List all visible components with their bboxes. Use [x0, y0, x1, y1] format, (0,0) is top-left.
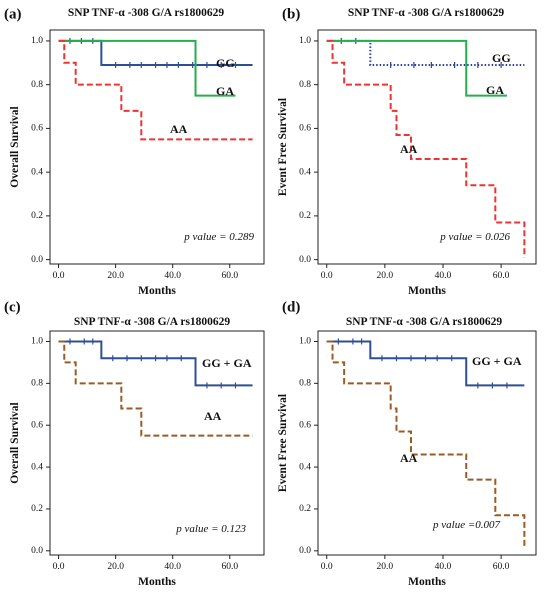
x-tick-label: 40.0: [164, 271, 181, 281]
y-tick-label: 0.0: [299, 255, 311, 265]
series-label: GG: [492, 51, 511, 65]
y-tick-label: 0.6: [31, 124, 43, 134]
plot-frame: [317, 29, 537, 265]
panel-c: (c) SNP TNF-α -308 G/A rs1800629 0.0 0.2 0.4…: [4, 299, 265, 588]
panel-a: (a) SNP TNF-α -308 G/A rs1800629 0.0 0.2 0.4…: [4, 6, 265, 297]
y-tick-label: 0.0: [31, 255, 43, 265]
x-tick-label: 20.0: [377, 271, 394, 281]
x-tick-label: 60.0: [493, 271, 510, 281]
panel-d: (d) SNP TNF-α -308 G/A rs1800629 0.0 0.2 0.4…: [277, 299, 537, 588]
y-tick-label: 0.4: [31, 462, 43, 472]
y-tick-label: 1.0: [299, 36, 311, 46]
y-tick-label: 0.8: [299, 379, 311, 389]
series-label: GG: [216, 56, 235, 70]
series-label: AA: [170, 122, 188, 136]
p-value-annotation: p value =0.007: [432, 519, 500, 531]
panel-b: (b) SNP TNF-α -308 G/A rs1800629 0.0 0.2 0.4…: [277, 6, 537, 297]
series-label: GG + GA: [202, 356, 252, 370]
x-tick-label: 0.0: [321, 271, 333, 281]
y-tick-label: 0.8: [299, 80, 311, 90]
series-label: AA: [400, 142, 418, 156]
plot-frame: [49, 330, 265, 556]
x-tick-label: 0.0: [53, 562, 65, 572]
panel-label: (b): [282, 6, 300, 22]
series-label: AA: [400, 451, 418, 465]
series-label: GA: [216, 84, 234, 98]
y-axis-label: Event Free Survival: [277, 394, 289, 492]
x-axis-label: Months: [138, 285, 176, 297]
y-tick-label: 0.6: [299, 420, 311, 430]
y-tick-label: 0.8: [31, 379, 43, 389]
x-tick-label: 40.0: [435, 562, 452, 572]
panel-label: (a): [4, 6, 22, 22]
series-line-aa: [326, 340, 526, 549]
series-line-ggga: [326, 340, 525, 387]
series-line-aa: [58, 39, 253, 141]
x-axis-label: Months: [138, 576, 176, 588]
series-line-ga: [326, 39, 507, 97]
y-tick-label: 1.0: [31, 36, 43, 46]
y-tick-label: 1.0: [299, 337, 311, 347]
y-axis-label: Event Free Survival: [277, 98, 289, 196]
y-tick-label: 0.6: [31, 420, 43, 430]
x-tick-label: 0.0: [53, 271, 65, 281]
panel-label: (c): [4, 299, 21, 315]
series-label: AA: [204, 409, 222, 423]
p-value-annotation: p value = 0.289: [183, 231, 254, 243]
y-tick-label: 0.4: [299, 462, 311, 472]
x-tick-label: 40.0: [435, 271, 452, 281]
series-line-aa: [326, 39, 526, 258]
chart-title: SNP TNF-α -308 G/A rs1800629: [348, 7, 505, 19]
series-line-ga: [58, 39, 236, 97]
series-line-ggga: [58, 340, 253, 387]
series-label: GG + GA: [472, 354, 522, 368]
series-line-aa: [58, 340, 253, 437]
y-axis-label: Overall Survival: [9, 106, 21, 187]
x-tick-label: 60.0: [221, 562, 238, 572]
y-tick-label: 0.2: [31, 504, 43, 514]
series-label: GA: [486, 83, 504, 97]
plot-frame: [317, 330, 537, 556]
panel-label: (d): [282, 299, 300, 315]
x-axis-label: Months: [408, 576, 446, 588]
x-tick-label: 20.0: [107, 271, 124, 281]
y-tick-label: 0.4: [31, 167, 43, 177]
chart-title: SNP TNF-α -308 G/A rs1800629: [346, 316, 503, 328]
y-tick-label: 0.6: [299, 124, 311, 134]
y-tick-label: 0.2: [31, 211, 43, 221]
p-value-annotation: p value = 0.123: [175, 523, 246, 535]
y-tick-label: 0.8: [31, 80, 43, 90]
y-axis-label: Overall Survival: [9, 402, 21, 483]
chart-title: SNP TNF-α -308 G/A rs1800629: [74, 316, 231, 328]
x-tick-label: 20.0: [377, 562, 394, 572]
y-tick-label: 0.4: [299, 167, 311, 177]
x-axis-label: Months: [408, 285, 446, 297]
x-tick-label: 0.0: [321, 562, 333, 572]
y-tick-label: 0.2: [299, 504, 311, 514]
plot-frame: [49, 29, 265, 265]
y-tick-label: 0.0: [31, 546, 43, 556]
p-value-annotation: p value = 0.026: [439, 231, 510, 243]
y-tick-label: 0.0: [299, 546, 311, 556]
x-tick-label: 60.0: [493, 562, 510, 572]
chart-title: SNP TNF-α -308 G/A rs1800629: [68, 7, 225, 19]
y-tick-label: 0.2: [299, 211, 311, 221]
x-tick-label: 60.0: [221, 271, 238, 281]
x-tick-label: 20.0: [107, 562, 124, 572]
y-tick-label: 1.0: [31, 337, 43, 347]
x-tick-label: 40.0: [164, 562, 181, 572]
